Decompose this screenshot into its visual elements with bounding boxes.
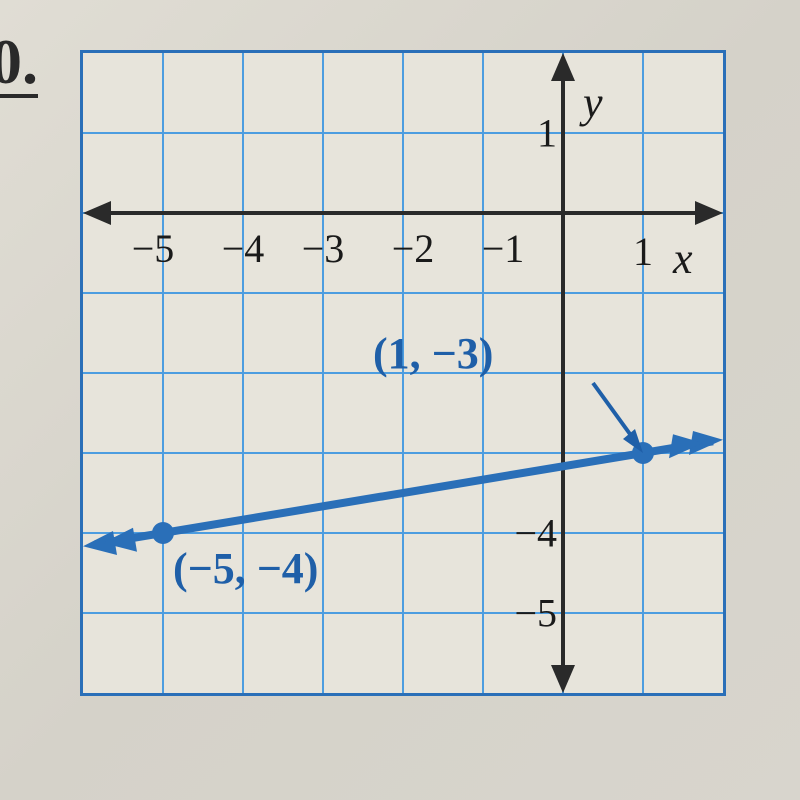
arrow-left-icon bbox=[83, 201, 111, 225]
arrow-right-icon bbox=[695, 201, 723, 225]
coordinate-graph: −5 −4 −3 −2 −1 1 1 −4 −5 y x (1, −3) (−5… bbox=[80, 50, 726, 696]
annotation-arrow bbox=[593, 383, 643, 453]
y-tick-neg4: −4 bbox=[514, 510, 557, 557]
x-tick-1: 1 bbox=[633, 228, 653, 275]
y-tick-1: 1 bbox=[537, 110, 557, 157]
coord-label-1-neg3: (1, −3) bbox=[373, 328, 493, 379]
y-tick-neg5: −5 bbox=[514, 590, 557, 637]
page-background: 0. bbox=[0, 0, 800, 800]
x-tick-neg2: −2 bbox=[392, 225, 435, 272]
x-axis-label: x bbox=[673, 233, 693, 284]
x-tick-neg3: −3 bbox=[302, 225, 345, 272]
x-tick-neg1: −1 bbox=[482, 225, 525, 272]
x-tick-neg4: −4 bbox=[222, 225, 265, 272]
coord-label-neg5-neg4: (−5, −4) bbox=[173, 543, 318, 594]
point-neg5-neg4 bbox=[152, 522, 174, 544]
arrow-up-icon bbox=[551, 53, 575, 81]
arrow-down-icon bbox=[551, 665, 575, 693]
y-axis-label: y bbox=[583, 77, 603, 128]
problem-number: 0. bbox=[0, 30, 38, 98]
x-tick-neg5: −5 bbox=[132, 225, 175, 272]
